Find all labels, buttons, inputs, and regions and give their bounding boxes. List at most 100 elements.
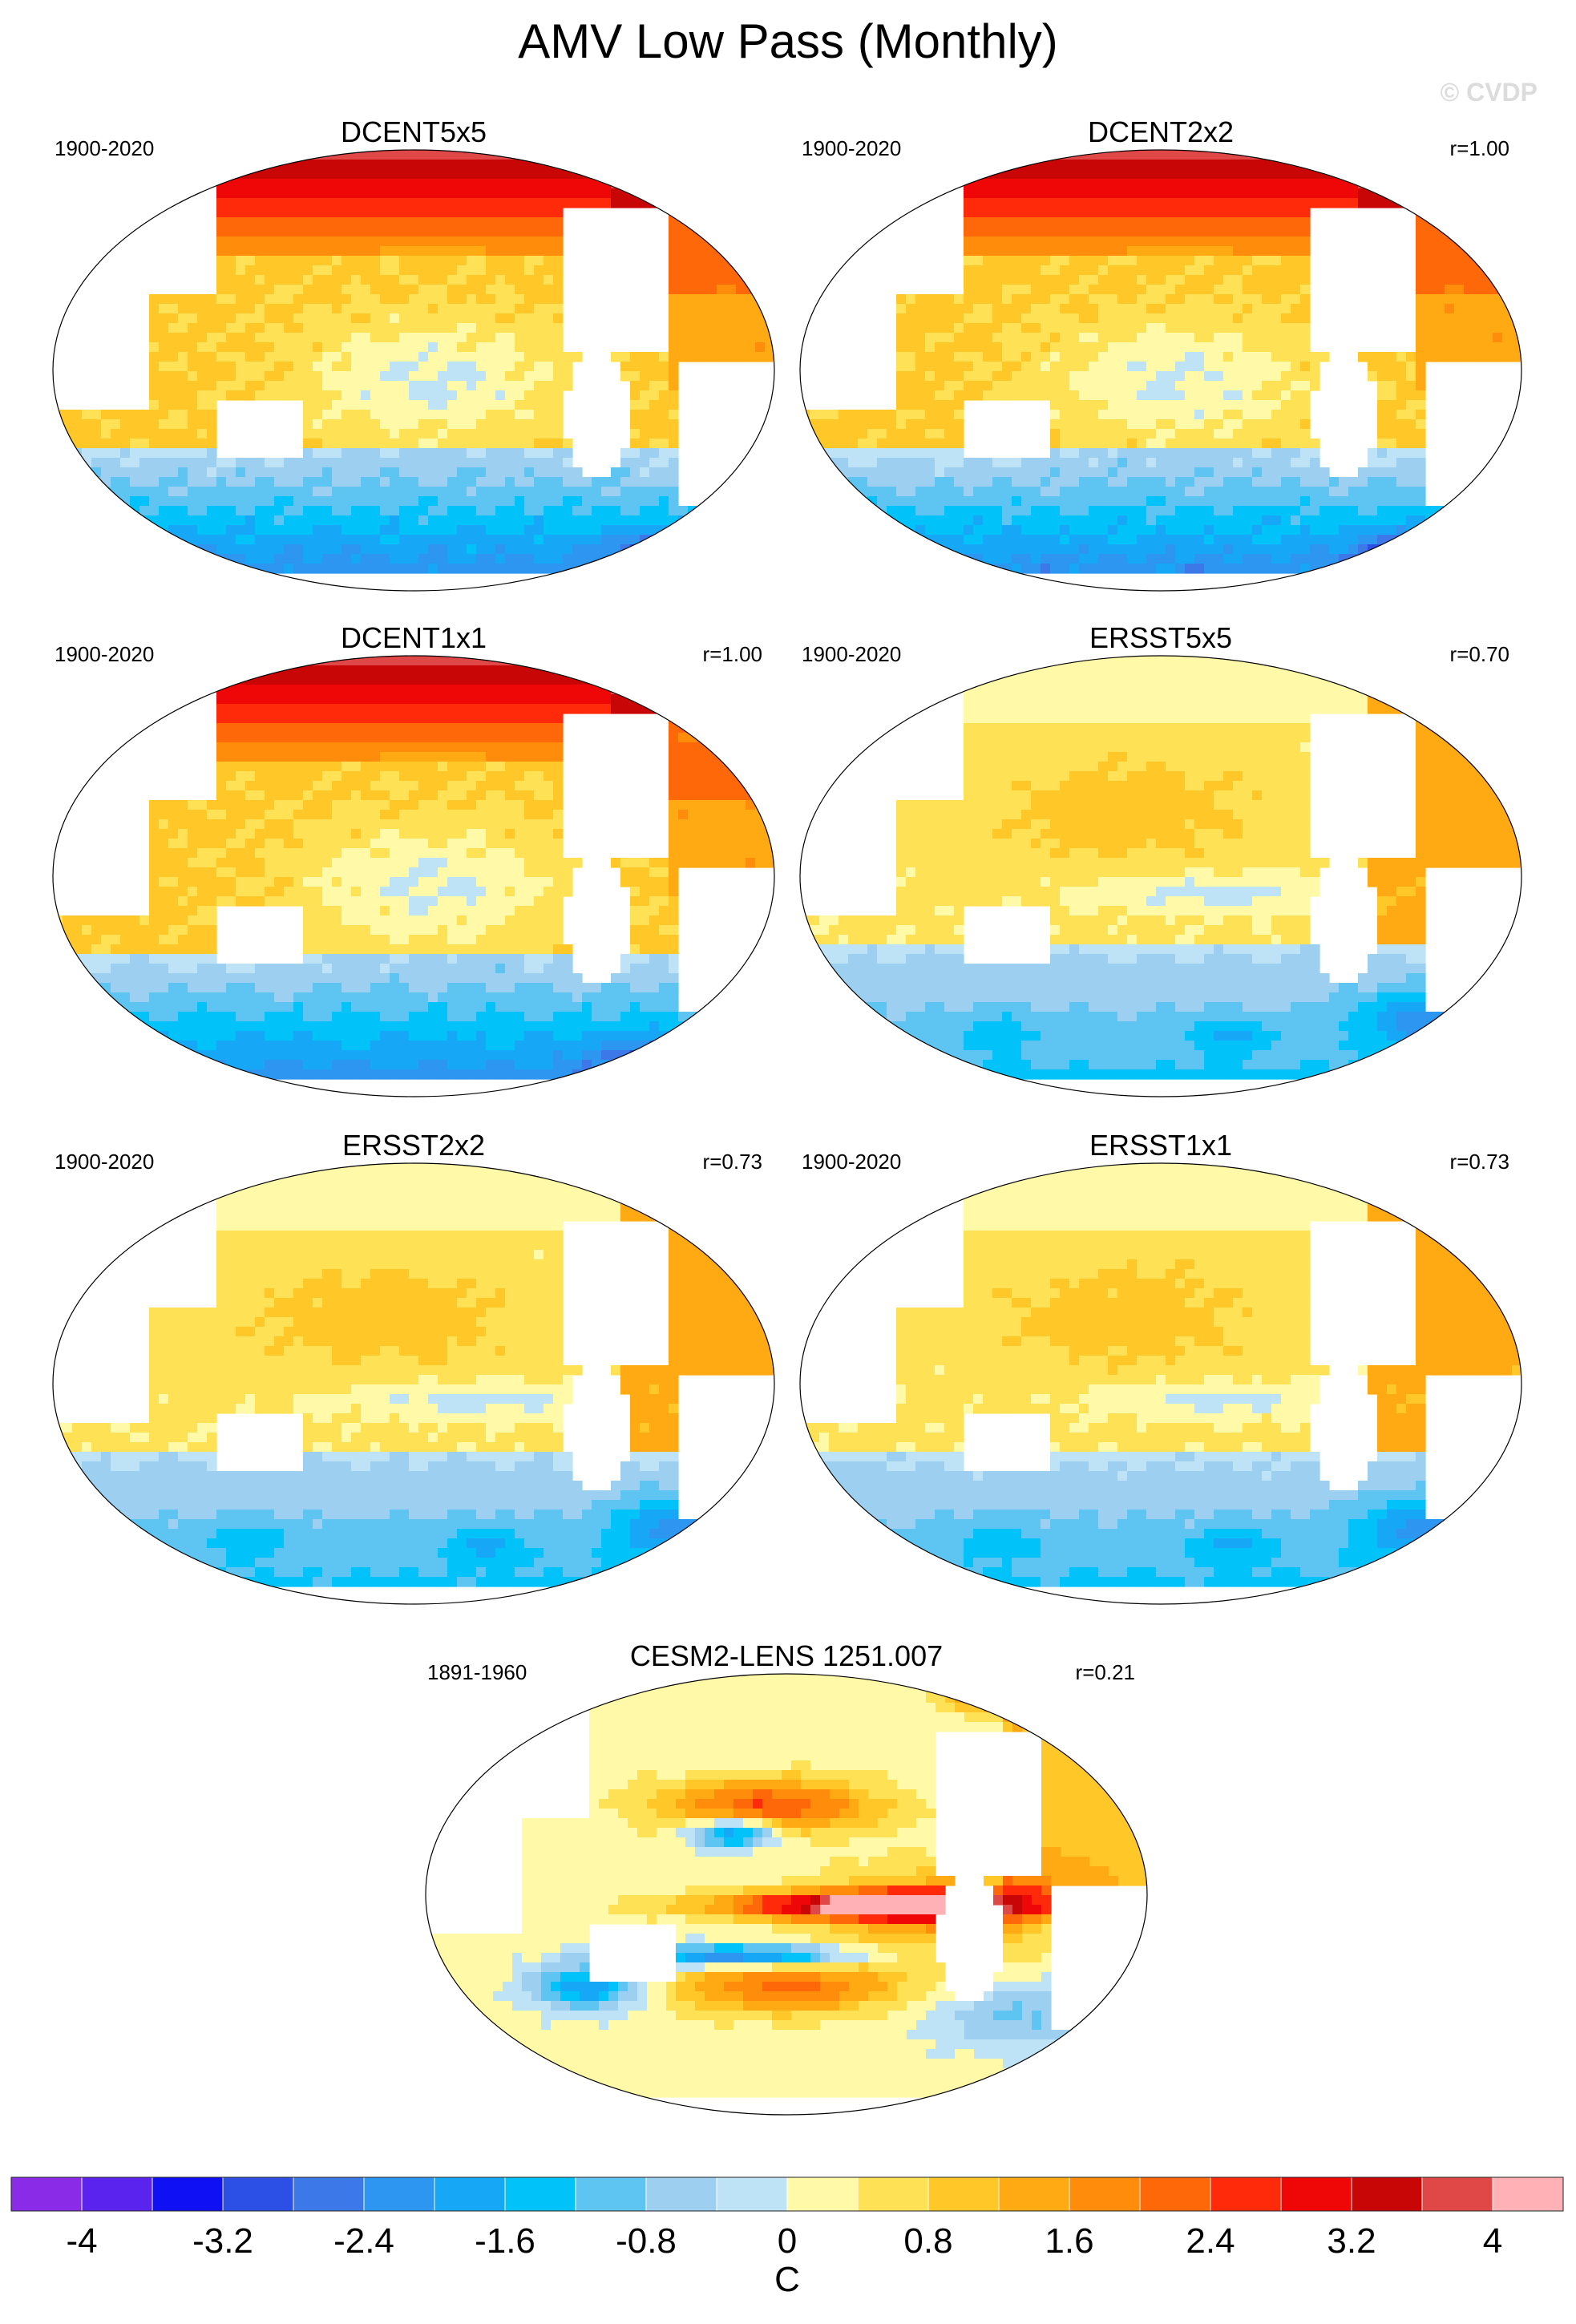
sst-cell — [1156, 208, 1166, 218]
sst-cell — [505, 544, 515, 555]
sst-cell — [1175, 179, 1186, 189]
sst-cell — [1445, 352, 1455, 362]
sst-cell — [1300, 285, 1311, 295]
sst-cell — [906, 304, 916, 314]
sst-cell — [1185, 285, 1195, 295]
sst-cell — [544, 564, 554, 574]
sst-cell — [390, 236, 400, 247]
sst-cell — [467, 554, 477, 564]
sst-cell — [1243, 362, 1253, 372]
sst-cell — [438, 723, 448, 734]
sst-cell — [207, 506, 217, 516]
sst-cell — [351, 294, 362, 305]
sst-cell — [226, 713, 236, 724]
sst-cell — [495, 294, 506, 305]
sst-cell — [848, 429, 859, 439]
sst-cell — [1146, 439, 1157, 449]
sst-cell — [409, 188, 419, 199]
sst-cell — [438, 656, 448, 666]
sst-cell — [620, 198, 631, 208]
sst-cell — [284, 477, 294, 487]
sst-cell — [159, 362, 169, 372]
sst-cell — [149, 810, 160, 820]
sst-cell — [447, 256, 458, 266]
sst-cell — [736, 781, 746, 791]
sst-cell — [207, 313, 217, 324]
sst-cell — [1271, 275, 1282, 285]
sst-cell — [1368, 362, 1378, 372]
sst-cell — [361, 342, 371, 353]
sst-cell — [582, 554, 592, 564]
sst-cell — [428, 515, 438, 526]
sst-cell — [495, 665, 506, 676]
sst-cell — [245, 198, 256, 208]
sst-cell — [1117, 439, 1128, 449]
sst-cell — [954, 342, 964, 353]
sst-cell — [101, 419, 111, 430]
sst-cell — [1204, 467, 1214, 478]
sst-cell — [274, 496, 285, 507]
sst-cell — [293, 265, 304, 276]
sst-cell — [409, 713, 419, 724]
sst-cell — [1156, 496, 1166, 507]
sst-cell — [553, 487, 564, 497]
sst-cell — [630, 381, 641, 391]
sst-cell — [1233, 265, 1243, 276]
sst-cell — [361, 275, 371, 285]
sst-cell — [476, 554, 487, 564]
sst-cell — [418, 742, 429, 753]
sst-cell — [1233, 362, 1243, 372]
sst-cell — [515, 285, 525, 295]
sst-cell — [197, 333, 208, 343]
sst-cell — [168, 496, 179, 507]
sst-cell — [418, 506, 429, 516]
sst-cell — [265, 535, 275, 545]
sst-cell — [1175, 256, 1186, 266]
sst-cell — [149, 496, 160, 507]
sst-cell — [418, 564, 429, 574]
sst-cell — [495, 265, 506, 276]
sst-cell — [447, 665, 458, 676]
sst-cell — [351, 554, 362, 564]
sst-cell — [906, 294, 916, 305]
sst-cell — [486, 333, 496, 343]
sst-cell — [1243, 342, 1253, 353]
sst-cell — [486, 790, 496, 801]
sst-cell — [534, 419, 544, 430]
sst-cell — [236, 819, 246, 830]
sst-cell — [1358, 352, 1368, 362]
sst-cell — [1050, 439, 1061, 449]
sst-cell — [1416, 487, 1426, 497]
sst-cell — [457, 323, 467, 333]
sst-cell — [467, 752, 477, 762]
sst-cell — [207, 323, 217, 333]
sst-cell — [390, 429, 400, 439]
sst-cell — [1377, 448, 1388, 459]
sst-cell — [467, 733, 477, 743]
sst-cell — [1387, 410, 1397, 420]
sst-cell — [438, 790, 448, 801]
sst-cell — [216, 227, 227, 237]
sst-cell — [755, 352, 766, 362]
sst-cell — [322, 285, 333, 295]
sst-cell — [524, 810, 535, 820]
sst-cell — [149, 477, 160, 487]
sst-cell — [399, 810, 410, 820]
sst-cell — [476, 694, 487, 705]
sst-cell — [717, 781, 727, 791]
sst-cell — [457, 665, 467, 676]
sst-cell — [457, 496, 467, 507]
sst-cell — [322, 439, 333, 449]
sst-cell — [1175, 342, 1186, 353]
sst-cell — [351, 685, 362, 695]
sst-cell — [620, 704, 631, 714]
sst-cell — [226, 313, 236, 324]
sst-cell — [255, 352, 265, 362]
sst-cell — [486, 506, 496, 516]
sst-cell — [935, 400, 945, 410]
sst-cell — [390, 342, 400, 353]
sst-cell — [1416, 525, 1426, 536]
sst-cell — [284, 352, 294, 362]
sst-cell — [1089, 169, 1099, 180]
sst-cell — [1223, 342, 1234, 353]
